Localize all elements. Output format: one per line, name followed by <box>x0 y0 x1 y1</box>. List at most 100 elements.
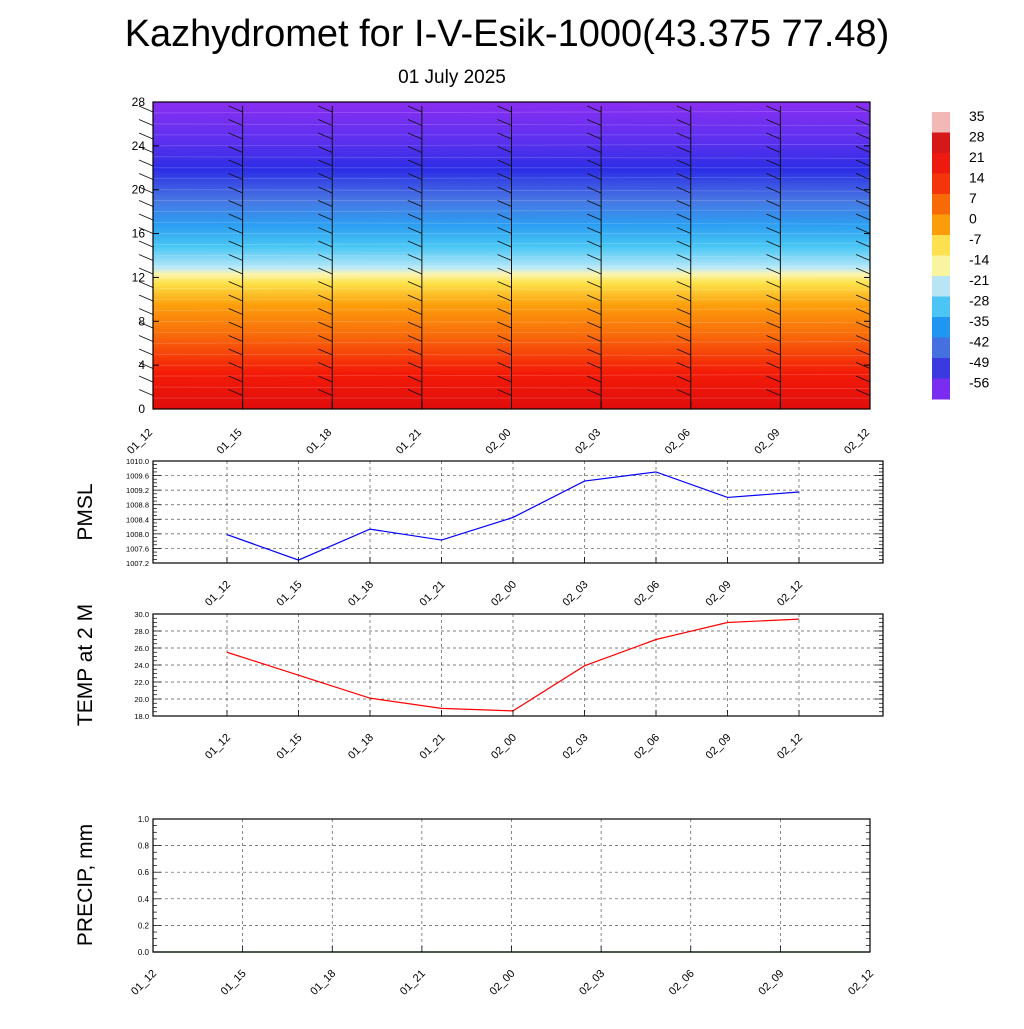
wind-barb <box>497 294 512 302</box>
wind-barb <box>138 105 154 113</box>
wind-barb <box>318 173 333 180</box>
wind-barb <box>586 105 602 113</box>
wind-barb <box>138 375 154 383</box>
wind-barb <box>766 213 781 221</box>
wind-barb <box>497 281 512 288</box>
wind-barb <box>855 119 871 126</box>
wind-barb <box>586 321 602 329</box>
colorbar-swatch <box>932 358 950 379</box>
wind-barb <box>318 254 333 261</box>
temp-grid <box>153 613 883 717</box>
x-tick-label: 02_09 <box>704 579 734 609</box>
wind-barb <box>318 186 333 194</box>
wind-barb <box>407 159 423 167</box>
wind-barb <box>676 348 691 356</box>
wind-barb <box>138 146 154 153</box>
wind-barb <box>228 119 243 126</box>
wind-barb <box>497 389 512 396</box>
wind-barb <box>228 105 243 113</box>
wind-barb <box>407 348 423 356</box>
wind-barb <box>855 132 871 140</box>
wind-barb <box>318 240 333 248</box>
heatmap-y-axis: 0 4 8 12 16 20 24 28 <box>132 95 870 416</box>
wind-barb <box>407 375 423 383</box>
wind-barb <box>766 132 781 140</box>
wind-barb <box>676 105 691 113</box>
wind-barb <box>497 240 512 248</box>
temp-ylabel: TEMP at 2 M <box>74 604 97 726</box>
wind-barb <box>586 294 602 302</box>
wind-barb <box>228 200 243 207</box>
wind-barb <box>318 105 333 113</box>
wind-barb <box>138 267 154 275</box>
wind-barb <box>228 321 243 329</box>
colorbar-label: -14 <box>969 252 989 268</box>
precip-y-axis: 0.0 0.2 0.4 0.6 0.8 1.0 <box>138 815 870 957</box>
wind-barb <box>407 105 423 113</box>
wind-barb <box>855 267 871 275</box>
wind-barb <box>497 362 512 369</box>
wind-barb <box>228 227 243 234</box>
wind-barb <box>586 267 602 275</box>
y-tick-label: 22.0 <box>134 678 149 687</box>
wind-barb <box>855 146 871 153</box>
wind-barb <box>407 308 423 315</box>
wind-barb <box>676 308 691 315</box>
wind-barb <box>318 294 333 302</box>
chart-subtitle: 01 July 2025 <box>398 67 506 88</box>
y-tick-label: 26.0 <box>134 644 149 653</box>
wind-barb <box>766 294 781 302</box>
wind-barb <box>138 281 154 288</box>
wind-barb <box>138 321 154 329</box>
x-tick-label: 02_09 <box>752 427 782 457</box>
x-tick-label: 01_12 <box>203 732 233 762</box>
wind-barb <box>228 389 243 396</box>
y-tick-label: 1010.0 <box>126 457 149 466</box>
x-tick-label: 02_09 <box>756 968 786 998</box>
wind-barb <box>318 267 333 275</box>
wind-barb <box>766 321 781 329</box>
wind-barb <box>855 308 871 315</box>
colorbar-label: -35 <box>969 313 989 329</box>
x-tick-label: 01_18 <box>304 427 334 457</box>
colorbar-label: 21 <box>969 149 985 165</box>
wind-barb <box>228 159 243 167</box>
wind-barb <box>407 213 423 221</box>
wind-barb <box>855 213 871 221</box>
wind-barb <box>407 294 423 302</box>
wind-barb <box>407 132 423 140</box>
x-tick-label: 02_06 <box>663 427 693 457</box>
y-tick-label: 0.6 <box>138 868 150 877</box>
pmsl-y-axis: 1007.2 1007.6 1008.0 1008.4 1008.8 1009.2 1009… <box>126 457 883 568</box>
pmsl-ylabel: PMSL <box>74 483 97 540</box>
y-tick-label: 24.0 <box>134 661 149 670</box>
x-tick-label: 02_03 <box>561 579 591 609</box>
wind-barb <box>676 213 691 221</box>
colorbar-swatch <box>932 153 950 174</box>
wind-barb <box>228 186 243 194</box>
wind-barb <box>676 267 691 275</box>
colorbar-swatch <box>932 173 950 195</box>
wind-barb <box>407 254 423 261</box>
wind-barb <box>138 173 154 180</box>
colorbar-label: 0 <box>969 211 977 227</box>
x-tick-label: 01_21 <box>398 968 428 998</box>
wind-barb <box>855 362 871 369</box>
wind-barb <box>228 335 243 342</box>
temp-x-axis: 01_12 01_15 01_18 01_21 02_00 02_03 02_06 02_09… <box>203 710 805 762</box>
colorbar: 35 28 21 14 7 0 -7 -14 -21 -28 -35 -42 -49 -56 <box>932 108 989 400</box>
wind-barb <box>676 119 691 126</box>
colorbar-swatch <box>932 296 950 318</box>
x-tick-label: 01_15 <box>275 732 305 762</box>
precip-panel: 0.00.20.40.60.81.0 01_12 01_15 01_18 01_21 0… <box>74 815 876 998</box>
wind-barb <box>138 389 154 396</box>
wind-barb <box>497 254 512 261</box>
y-tick-label: 1008.4 <box>126 515 149 524</box>
wind-barb <box>497 132 512 140</box>
colorbar-swatch <box>932 378 950 400</box>
wind-barb <box>586 119 602 126</box>
wind-barb <box>407 281 423 288</box>
x-tick-label: 01_15 <box>275 579 305 609</box>
y-tick-label: 1007.2 <box>126 559 149 568</box>
colorbar-label: -56 <box>969 375 989 391</box>
